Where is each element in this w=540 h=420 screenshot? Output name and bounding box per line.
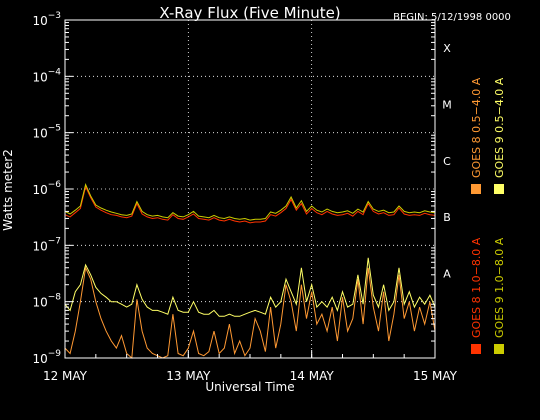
series-line	[64, 266, 436, 360]
legend-swatch	[494, 344, 504, 354]
y-tick-label: 10−8	[32, 293, 61, 310]
y-tick-label: 10−4	[32, 67, 61, 84]
series-layer	[64, 182, 436, 360]
y-axis-ticks: 10−310−410−510−610−710−810−9	[32, 11, 435, 366]
y-tick-label: 10−6	[32, 180, 61, 197]
legend-entry: GOES 8 0.5−4.0 A	[470, 77, 483, 178]
y-axis-label: Watts meter2	[1, 149, 15, 231]
legend-entry: GOES 9 1.0−8.0 A	[493, 237, 506, 338]
y-tick-exponent: −7	[48, 236, 61, 246]
y-tick-label: 10−5	[32, 124, 61, 141]
grid-lines	[65, 20, 435, 358]
y-tick-base: 10	[32, 183, 47, 197]
y-tick-label: 10−3	[32, 11, 61, 28]
flare-class-label: B	[443, 211, 451, 224]
y-tick-base: 10	[32, 127, 47, 141]
y-tick-exponent: −6	[48, 180, 62, 190]
y-tick-label: 10−9	[32, 349, 61, 366]
x-tick-label: 13 MAY	[166, 369, 211, 383]
y-tick-base: 10	[32, 296, 47, 310]
flare-class-label: A	[443, 268, 451, 281]
flare-class-labels: X M C B A	[442, 42, 452, 280]
x-tick-label: 12 MAY	[43, 369, 88, 383]
y-tick-exponent: −4	[48, 67, 62, 77]
legend-swatch	[471, 184, 481, 194]
flare-class-label: C	[443, 155, 451, 168]
x-axis-label: Universal Time	[205, 380, 294, 394]
y-tick-base: 10	[32, 14, 47, 28]
y-tick-exponent: −5	[48, 124, 61, 134]
x-tick-label: 15 MAY	[413, 369, 458, 383]
y-tick-exponent: −3	[48, 11, 61, 21]
legend: GOES 8 1.0−8.0 A GOES 8 0.5−4.0 A GOES 9 1…	[470, 77, 506, 354]
y-tick-exponent: −9	[48, 349, 62, 359]
y-tick-base: 10	[32, 239, 47, 253]
flare-class-label: M	[442, 99, 452, 112]
series-line	[64, 185, 436, 224]
x-axis-ticks: 12 MAY 13 MAY 14 MAY 15 MAY	[43, 350, 458, 383]
legend-entry: GOES 8 1.0−8.0 A	[470, 237, 483, 338]
y-tick-base: 10	[32, 70, 47, 84]
series-line	[64, 182, 436, 221]
legend-swatch	[494, 184, 504, 194]
begin-label: BEGIN: 5/12/1998 0000	[393, 12, 511, 23]
x-tick-label: 14 MAY	[290, 369, 335, 383]
y-tick-exponent: −8	[48, 293, 62, 303]
y-tick-label: 10−7	[32, 236, 61, 253]
legend-entry: GOES 9 0.5−4.0 A	[493, 77, 506, 178]
flare-class-label: X	[443, 42, 451, 55]
legend-swatch	[471, 344, 481, 354]
chart-title: X-Ray Flux (Five Minute)	[159, 4, 340, 22]
series-line	[64, 257, 436, 317]
y-tick-base: 10	[32, 352, 47, 366]
